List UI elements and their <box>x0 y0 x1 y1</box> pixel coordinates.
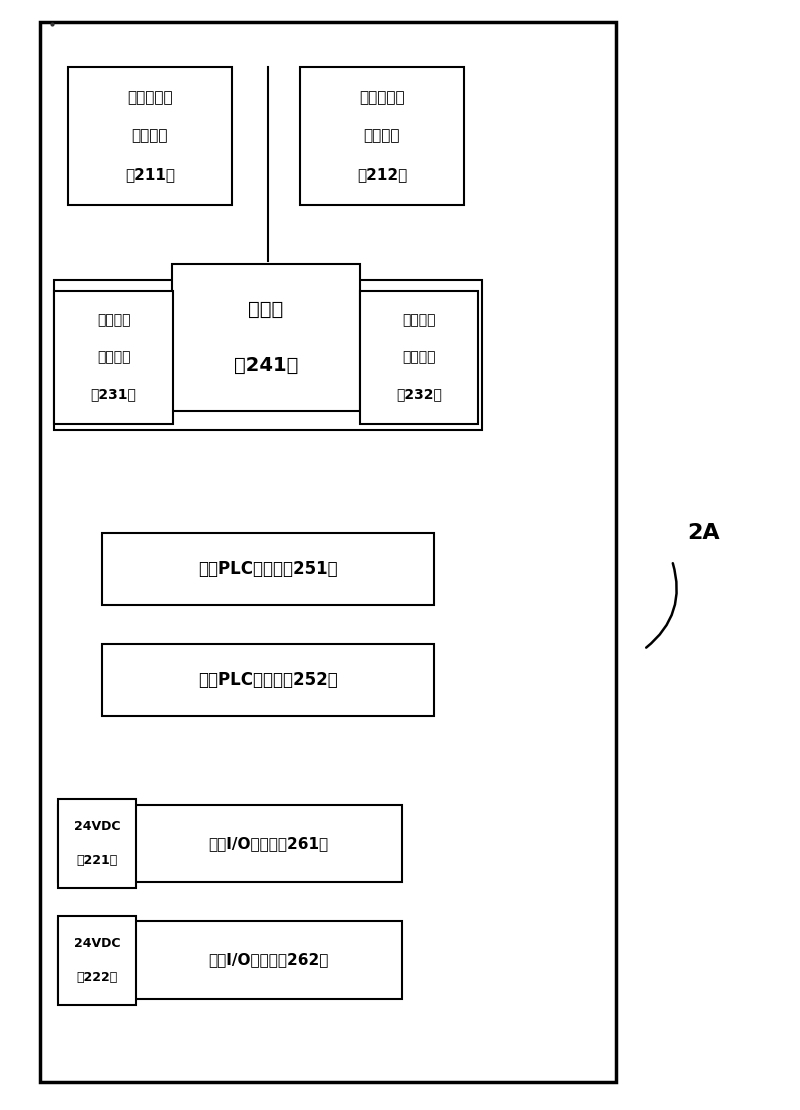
Bar <box>54 280 482 430</box>
Text: 24VDC: 24VDC <box>74 937 120 949</box>
Text: 触摸屏: 触摸屏 <box>248 300 284 319</box>
Bar <box>58 805 402 882</box>
Text: （221）: （221） <box>76 855 118 867</box>
Text: （232）: （232） <box>396 387 442 402</box>
Text: 子浓度计: 子浓度计 <box>97 351 130 364</box>
Bar <box>58 916 136 1005</box>
Bar <box>102 644 434 716</box>
Bar <box>172 264 360 411</box>
Text: 第二PLC模块组（252）: 第二PLC模块组（252） <box>198 670 338 689</box>
Bar <box>58 799 136 888</box>
Text: （222）: （222） <box>76 971 118 983</box>
Bar <box>54 291 173 424</box>
FancyArrowPatch shape <box>646 563 677 647</box>
Text: （211）: （211） <box>125 166 175 182</box>
Text: 关前面板: 关前面板 <box>364 129 400 143</box>
Bar <box>40 22 616 1082</box>
Text: （241）: （241） <box>234 356 298 375</box>
Bar <box>360 291 478 424</box>
Text: 关前面板: 关前面板 <box>132 129 168 143</box>
Text: 第二转换开: 第二转换开 <box>359 90 405 105</box>
Text: 子浓度计: 子浓度计 <box>402 351 436 364</box>
Text: 第一I/O模块组（261）: 第一I/O模块组（261） <box>209 836 329 851</box>
Bar <box>300 67 464 205</box>
Text: 氧化极离: 氧化极离 <box>97 313 130 327</box>
Text: 第二I/O模块组（262）: 第二I/O模块组（262） <box>209 952 329 968</box>
Text: 还原极离: 还原极离 <box>402 313 436 327</box>
Text: 第一转换开: 第一转换开 <box>127 90 173 105</box>
Bar <box>68 67 232 205</box>
Text: 24VDC: 24VDC <box>74 820 120 832</box>
Bar <box>58 921 402 999</box>
Text: 2A: 2A <box>688 523 720 543</box>
Bar <box>102 533 434 605</box>
Text: （212）: （212） <box>357 166 407 182</box>
Text: （231）: （231） <box>90 387 137 402</box>
Text: 第一PLC模块组（251）: 第一PLC模块组（251） <box>198 559 338 578</box>
